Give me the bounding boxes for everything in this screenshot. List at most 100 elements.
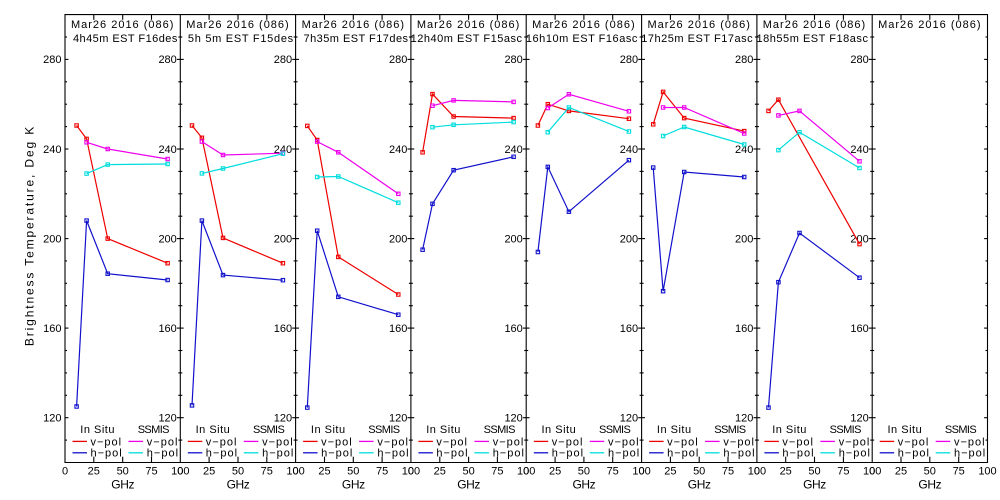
svg-text:v−pol: v−pol	[839, 436, 871, 448]
svg-text:h−pol: h−pol	[206, 448, 238, 460]
svg-text:In Situ: In Situ	[426, 424, 461, 436]
svg-text:240: 240	[389, 144, 407, 156]
svg-text:50: 50	[808, 465, 820, 477]
svg-text:120: 120	[43, 413, 61, 425]
svg-text:120: 120	[735, 413, 753, 425]
svg-text:Mar26 2016 (086): Mar26 2016 (086)	[417, 19, 520, 31]
svg-text:160: 160	[43, 323, 61, 335]
svg-text:120: 120	[158, 413, 176, 425]
svg-text:GHz: GHz	[688, 477, 711, 491]
svg-text:Mar26 2016 (086): Mar26 2016 (086)	[532, 19, 635, 31]
svg-text:h−pol: h−pol	[667, 448, 699, 460]
svg-text:240: 240	[850, 144, 868, 156]
svg-text:h−pol: h−pol	[436, 448, 468, 460]
svg-text:120: 120	[850, 413, 868, 425]
svg-text:16h10m EST F16asc: 16h10m EST F16asc	[526, 33, 638, 45]
svg-text:In Situ: In Situ	[311, 424, 346, 436]
svg-text:v−pol: v−pol	[782, 436, 814, 448]
svg-text:h−pol: h−pol	[321, 448, 353, 460]
svg-text:160: 160	[620, 323, 638, 335]
svg-text:280: 280	[620, 54, 638, 66]
svg-text:v−pol: v−pol	[91, 436, 123, 448]
svg-text:Mar26 2016 (086): Mar26 2016 (086)	[878, 19, 981, 31]
svg-text:160: 160	[158, 323, 176, 335]
svg-text:Mar26 2016 (086): Mar26 2016 (086)	[763, 19, 866, 31]
svg-text:280: 280	[274, 54, 292, 66]
svg-text:v−pol: v−pol	[493, 436, 525, 448]
svg-text:GHz: GHz	[111, 477, 134, 491]
svg-text:240: 240	[43, 144, 61, 156]
svg-text:0: 0	[523, 465, 529, 477]
svg-text:25: 25	[664, 465, 676, 477]
svg-text:h−pol: h−pol	[898, 448, 930, 460]
svg-text:75: 75	[837, 465, 849, 477]
svg-text:200: 200	[274, 233, 292, 245]
svg-text:200: 200	[504, 233, 522, 245]
svg-text:160: 160	[274, 323, 292, 335]
svg-text:200: 200	[158, 233, 176, 245]
svg-text:v−pol: v−pol	[608, 436, 640, 448]
svg-text:100: 100	[171, 465, 189, 477]
svg-text:280: 280	[504, 54, 522, 66]
svg-text:75: 75	[376, 465, 388, 477]
svg-text:v−pol: v−pol	[723, 436, 755, 448]
svg-text:h−pol: h−pol	[493, 448, 525, 460]
svg-text:In Situ: In Situ	[80, 424, 115, 436]
svg-text:50: 50	[117, 465, 129, 477]
svg-text:25: 25	[434, 465, 446, 477]
svg-text:Mar26 2016 (086): Mar26 2016 (086)	[186, 19, 289, 31]
svg-text:200: 200	[735, 233, 753, 245]
svg-text:280: 280	[43, 54, 61, 66]
svg-text:In Situ: In Situ	[542, 424, 577, 436]
svg-text:v−pol: v−pol	[321, 436, 353, 448]
svg-text:25: 25	[549, 465, 561, 477]
svg-text:100: 100	[748, 465, 766, 477]
svg-text:200: 200	[389, 233, 407, 245]
svg-text:280: 280	[389, 54, 407, 66]
svg-text:SSMIS: SSMIS	[714, 424, 745, 436]
svg-text:v−pol: v−pol	[552, 436, 584, 448]
svg-text:GHz: GHz	[803, 477, 826, 491]
svg-text:SSMIS: SSMIS	[138, 424, 169, 436]
svg-text:0: 0	[754, 465, 760, 477]
svg-text:50: 50	[693, 465, 705, 477]
svg-text:h−pol: h−pol	[782, 448, 814, 460]
svg-text:280: 280	[850, 54, 868, 66]
svg-text:SSMIS: SSMIS	[599, 424, 630, 436]
svg-text:50: 50	[232, 465, 244, 477]
svg-text:50: 50	[924, 465, 936, 477]
svg-text:0: 0	[869, 465, 875, 477]
svg-text:0: 0	[62, 465, 68, 477]
svg-text:SSMIS: SSMIS	[253, 424, 284, 436]
svg-text:160: 160	[504, 323, 522, 335]
svg-text:50: 50	[462, 465, 474, 477]
svg-text:160: 160	[735, 323, 753, 335]
svg-text:280: 280	[735, 54, 753, 66]
svg-text:100: 100	[402, 465, 420, 477]
svg-text:12h40m EST F15asc: 12h40m EST F15asc	[411, 33, 523, 45]
svg-text:75: 75	[145, 465, 157, 477]
svg-text:In Situ: In Situ	[888, 424, 923, 436]
svg-text:0: 0	[639, 465, 645, 477]
svg-text:280: 280	[158, 54, 176, 66]
svg-text:0: 0	[177, 465, 183, 477]
svg-text:75: 75	[722, 465, 734, 477]
svg-text:25: 25	[88, 465, 100, 477]
svg-text:200: 200	[43, 233, 61, 245]
svg-text:h−pol: h−pol	[262, 448, 294, 460]
svg-text:25: 25	[780, 465, 792, 477]
svg-text:v−pol: v−pol	[147, 436, 179, 448]
svg-text:75: 75	[607, 465, 619, 477]
svg-text:h−pol: h−pol	[608, 448, 640, 460]
svg-text:h−pol: h−pol	[723, 448, 755, 460]
svg-text:100: 100	[632, 465, 650, 477]
svg-text:25: 25	[203, 465, 215, 477]
svg-text:100: 100	[517, 465, 535, 477]
svg-text:v−pol: v−pol	[954, 436, 986, 448]
svg-text:5h 5m EST F15des: 5h 5m EST F15des	[188, 33, 294, 45]
svg-text:240: 240	[620, 144, 638, 156]
svg-text:v−pol: v−pol	[377, 436, 409, 448]
svg-text:240: 240	[504, 144, 522, 156]
svg-text:25: 25	[895, 465, 907, 477]
svg-text:25: 25	[318, 465, 330, 477]
